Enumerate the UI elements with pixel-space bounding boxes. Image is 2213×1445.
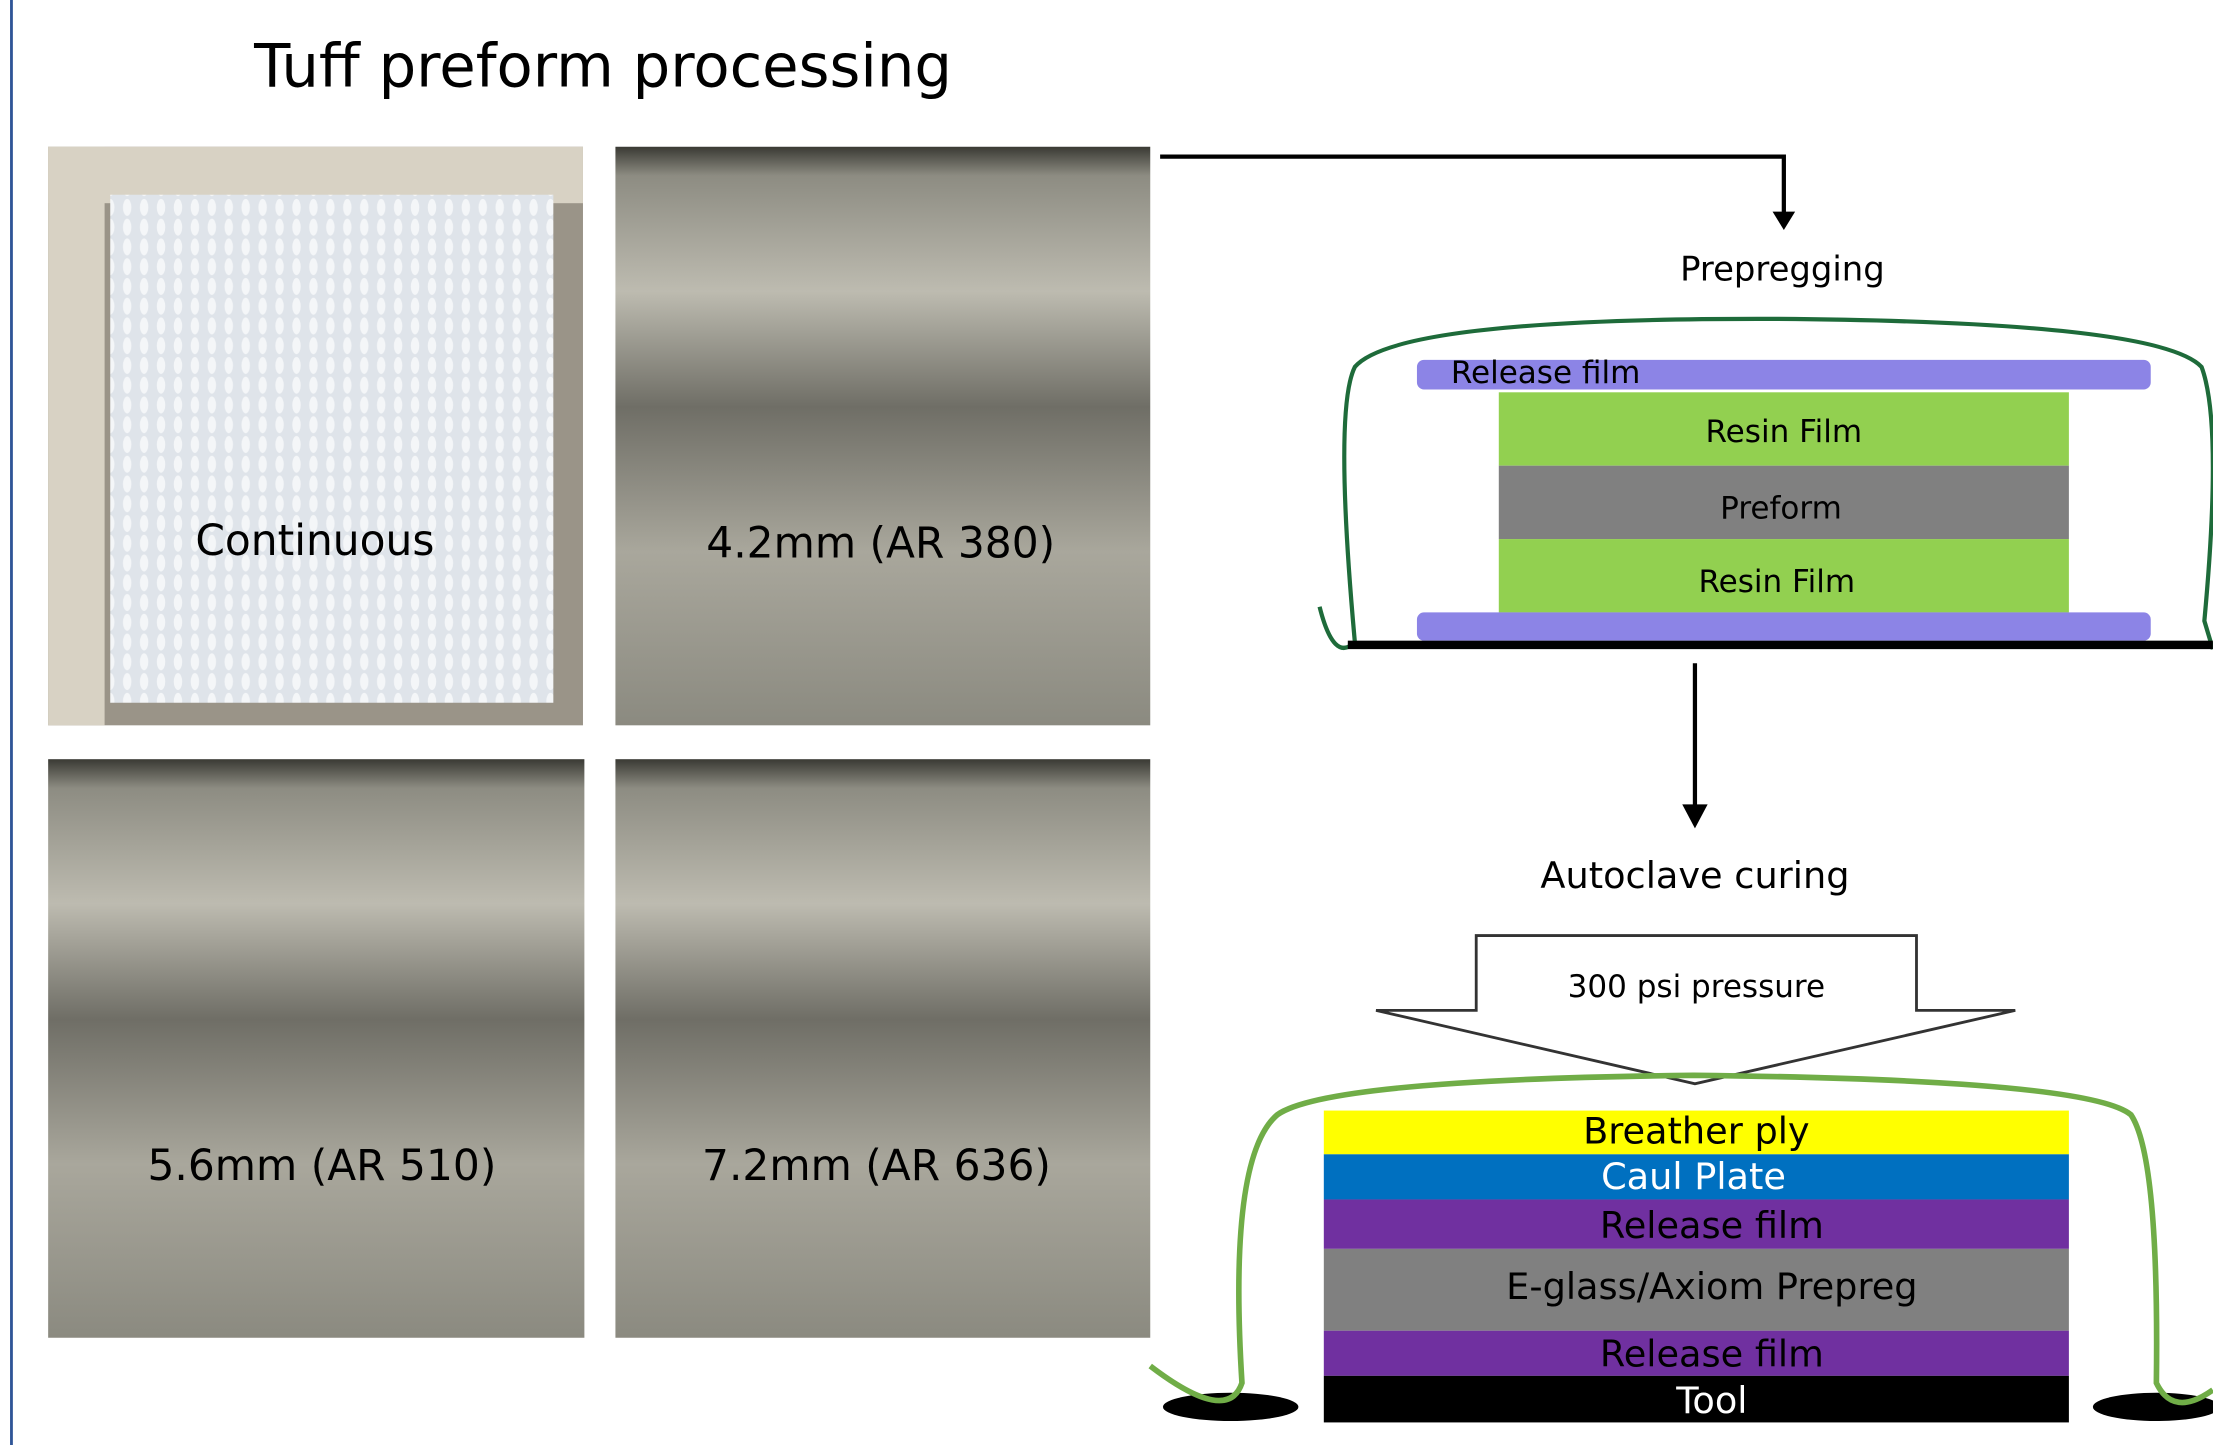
tool-line [1348, 641, 2213, 649]
pressure-arrow [1376, 936, 2015, 1084]
arrowhead [1682, 804, 1707, 828]
layer-label: Preform [1720, 490, 1842, 526]
photos: Continuous 4.2mm (AR 380) 5.6mm (AR 510)… [48, 147, 1150, 1338]
layer-label: Tool [1675, 1379, 1747, 1422]
photo-label: 4.2mm (AR 380) [706, 519, 1055, 568]
title: Tuff preform processing [253, 32, 952, 101]
step-label: Autoclave curing [1540, 854, 1849, 897]
page: Tuff preform processing Continuous 4.2mm… [0, 0, 2213, 1445]
ruler [48, 147, 104, 726]
arrowhead [1773, 212, 1796, 230]
photo-label: 7.2mm (AR 636) [702, 1141, 1051, 1190]
slide: Tuff preform processing Continuous 4.2mm… [0, 0, 2213, 1445]
photo-label: 5.6mm (AR 510) [147, 1141, 496, 1190]
layer-label: Caul Plate [1601, 1155, 1786, 1198]
arrow [1160, 157, 1784, 221]
autoclave-diagram: Autoclave curing 300 psi pressure Breath… [1150, 663, 2213, 1422]
photo [615, 147, 1150, 726]
layer [1417, 612, 2151, 640]
photo [615, 759, 1150, 1338]
pressure-label: 300 psi pressure [1568, 969, 1825, 1005]
prepreg-diagram: Prepregging Release film Resin Film Pref… [1160, 157, 2213, 649]
layer-label: Resin Film [1706, 414, 1863, 450]
photo-label: Continuous [195, 516, 434, 565]
layer-label: Release film [1600, 1204, 1824, 1247]
photo [48, 759, 584, 1338]
layer-label: E-glass/Axiom Prepreg [1506, 1265, 1917, 1308]
layer-label: Release film [1600, 1333, 1824, 1376]
layer-label: Release film [1451, 355, 1641, 391]
step-label: Prepregging [1680, 249, 1885, 288]
layer-label: Breather ply [1583, 1110, 1810, 1153]
layer-label: Resin Film [1698, 564, 1855, 600]
fabric [110, 195, 553, 703]
